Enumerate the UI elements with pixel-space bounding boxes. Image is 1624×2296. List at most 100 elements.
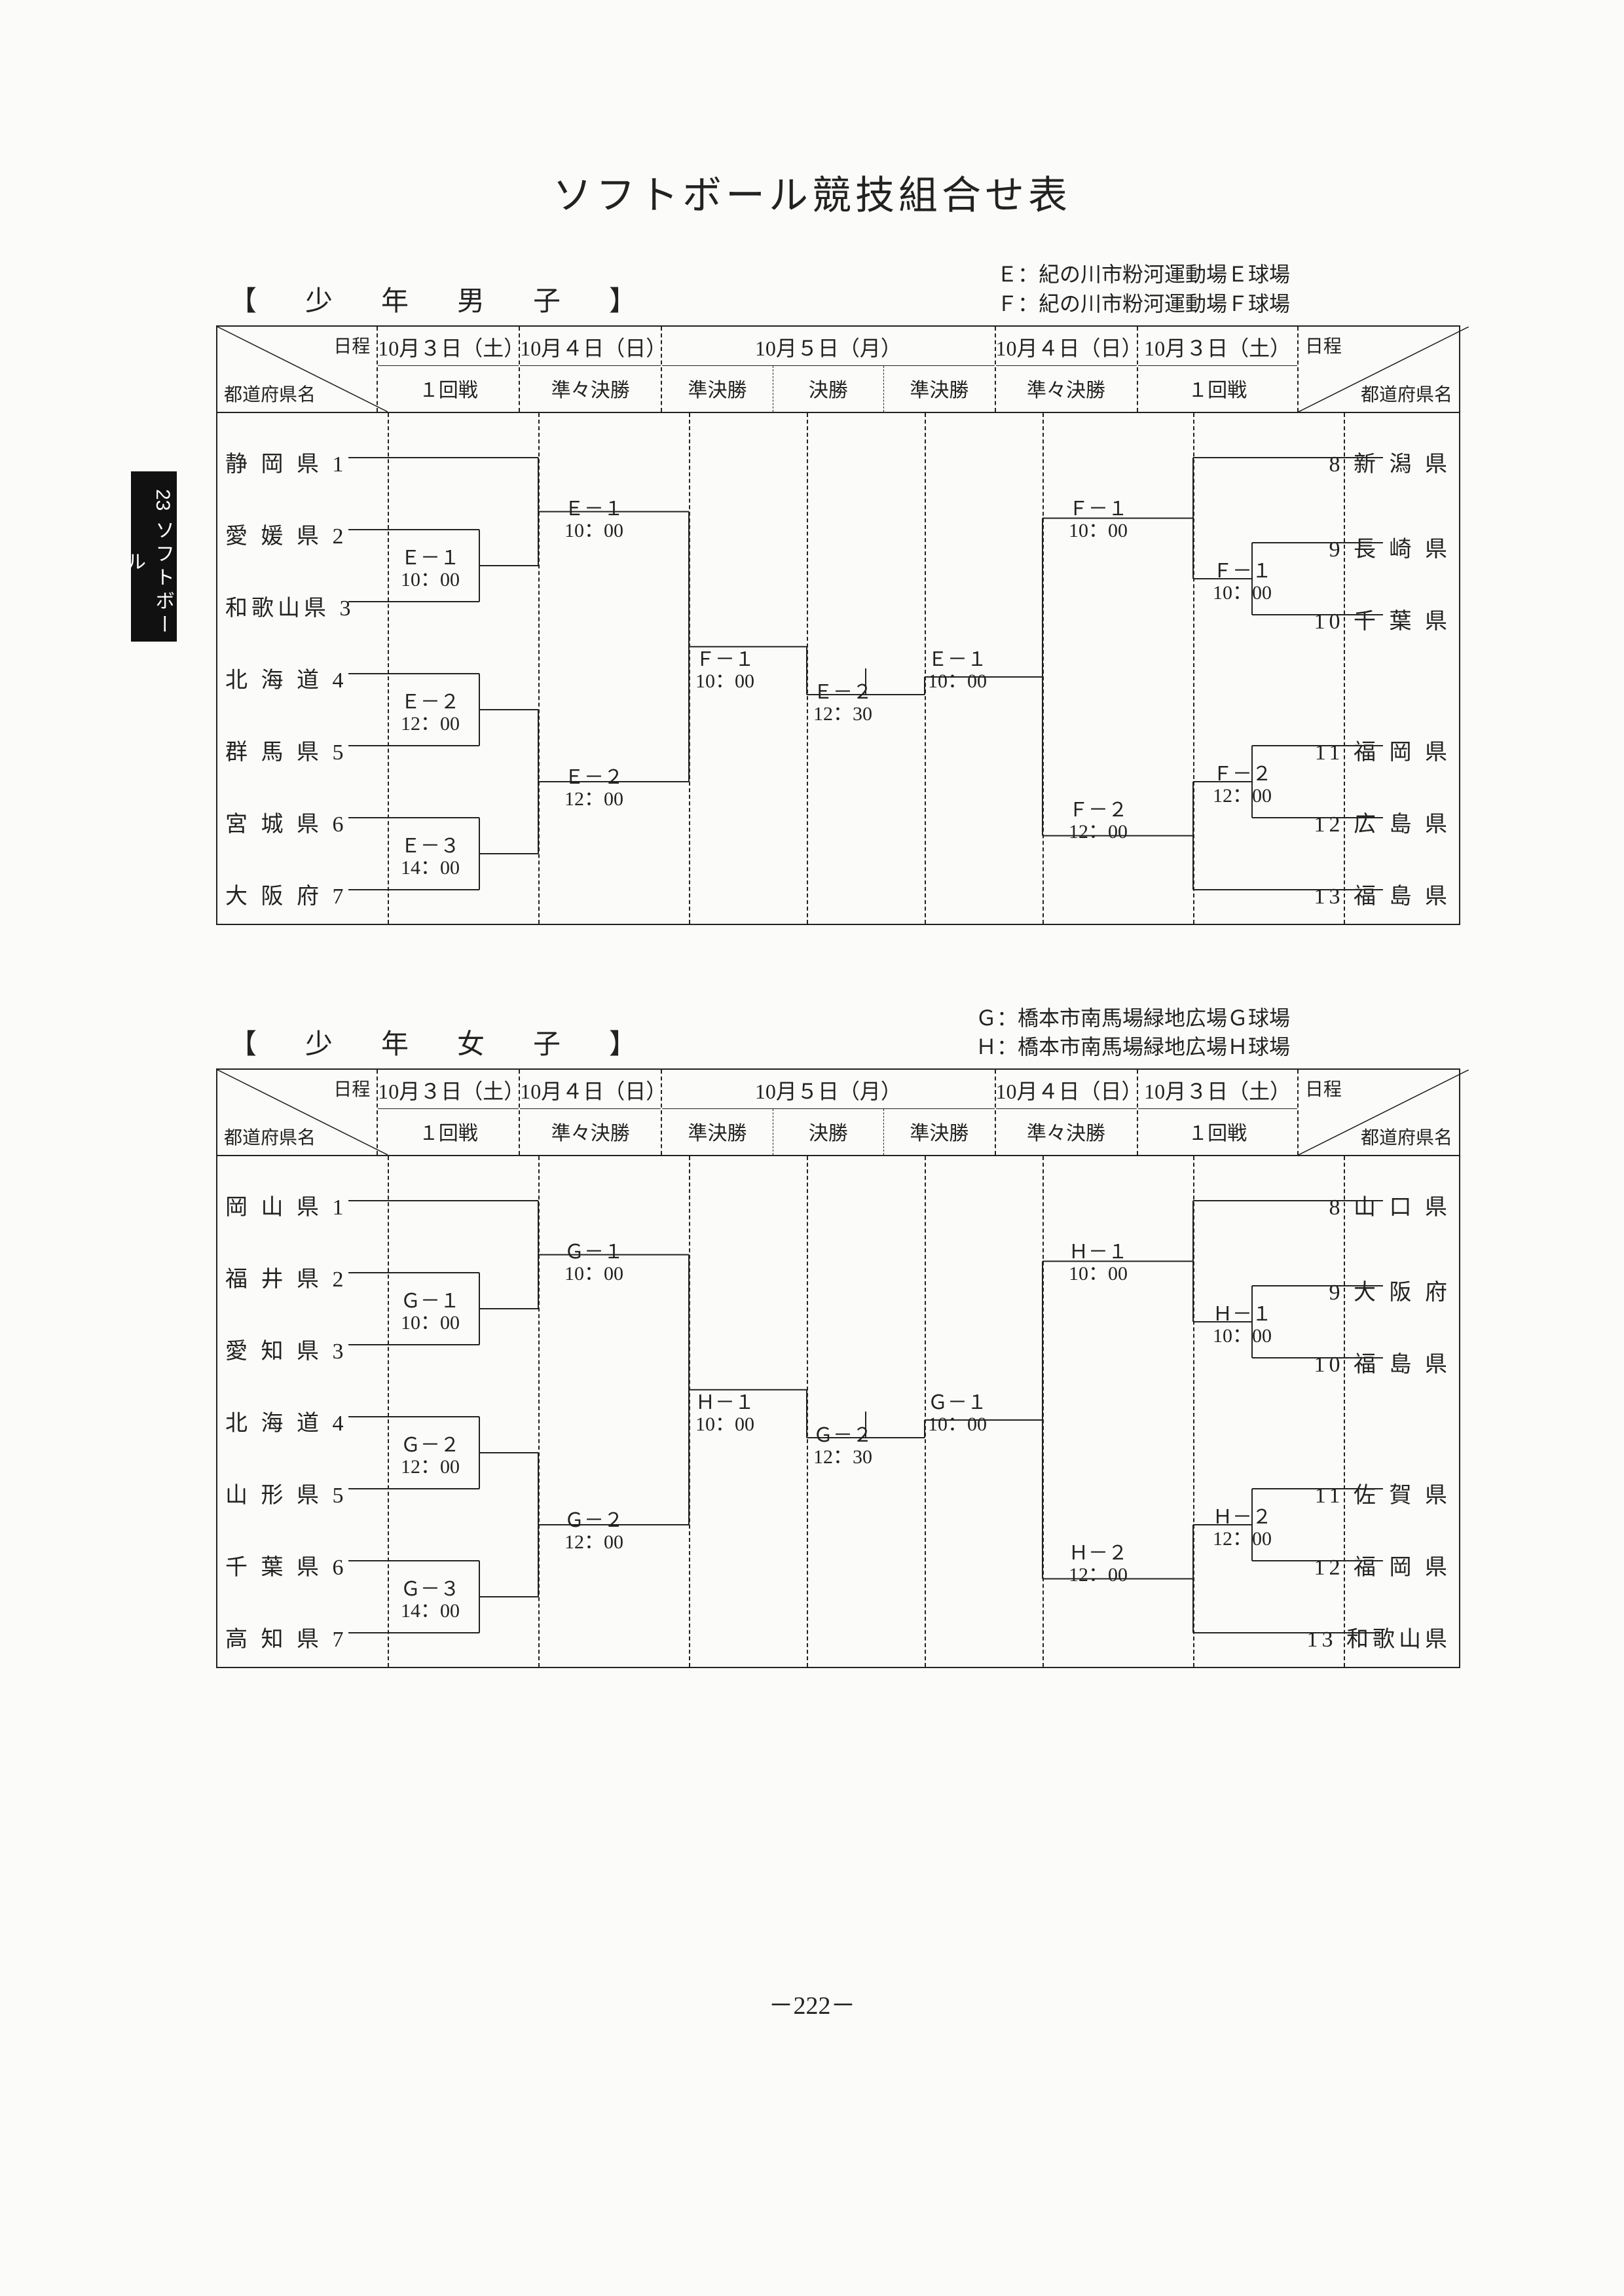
page: 23 ソフトボール ソフトボール競技組合せ表 【 少 年 男 子 】Ｅ：紀の川市… [0,0,1624,2296]
team-right: 9 大 阪 府 [1329,1274,1452,1306]
bracket-area: 静 岡 県 1愛 媛 県 2和歌山県 3北 海 道 4群 馬 県 5宮 城 県 … [217,413,1459,924]
date-label: 10月３日（土） [378,327,519,366]
round-label: １回戦 [1138,1109,1297,1146]
round-label: 準々決勝 [996,1109,1137,1146]
match-label: Ｅ－２12：00 [401,691,460,735]
match-label: Ｆ－２12：00 [1069,799,1128,843]
bracket-heading: 【 少 年 男 子 】 [229,279,647,319]
corner-bottom-label: 都道府県名 [224,1123,316,1150]
page-title: ソフトボール競技組合せ表 [0,164,1624,221]
date-column: 10月３日（土）１回戦 [1138,1070,1299,1155]
team-right: 8 山 口 県 [1329,1189,1452,1221]
round-label: 準々決勝 [520,1109,661,1146]
date-label: 10月４日（日） [996,1070,1137,1109]
team-left: 山 形 県 5 [225,1477,348,1509]
team-right: 13 福 島 県 [1314,878,1452,910]
team-left: 静 岡 県 1 [225,446,348,478]
venue: Ｈ：橋本市南馬場緑地広場Ｈ球場 [976,1032,1290,1062]
date-column: 10月５日（月）準決勝決勝準決勝 [662,327,995,412]
column-headers: 日程都道府県名10月３日（土）１回戦10月４日（日）準々決勝10月５日（月）準決… [217,327,1459,413]
bracket-block: 【 少 年 女 子 】 Ｇ：橋本市南馬場緑地広場Ｇ球場Ｈ：橋本市南馬場緑地広場Ｈ球… [216,1004,1460,1669]
round-label: 準決勝 [884,366,994,412]
match-label: Ｆ－１10：00 [695,649,754,692]
final-label: Ｅ－２12：30 [813,682,872,725]
date-column: 10月４日（日）準々決勝 [520,1070,662,1155]
team-right: 11 佐 賀 県 [1315,1477,1451,1509]
date-column: 10月４日（日）準々決勝 [520,327,662,412]
corner-bottom-label: 都道府県名 [224,380,316,407]
venue-list: Ｇ：橋本市南馬場緑地広場Ｇ球場Ｈ：橋本市南馬場緑地広場Ｈ球場 [976,1004,1290,1063]
team-left: 福 井 県 2 [225,1261,348,1293]
match-label: Ｇ－２12：00 [401,1434,460,1478]
team-left: 高 知 県 7 [225,1621,348,1653]
bracket-area: 岡 山 県 1 福 井 県 2 愛 知 県 3 北 海 道 4 山 形 県 5 千 葉 県… [217,1156,1459,1667]
team-left: 愛 媛 県 2 [225,518,348,550]
match-label: Ｈ－２12：00 [1213,1506,1272,1550]
match-label: Ｈ－２12：00 [1069,1542,1128,1586]
match-label: Ｅ－３14：00 [401,835,460,879]
date-column: 10月５日（月）準決勝決勝準決勝 [662,1070,995,1155]
round-label: 準々決勝 [996,366,1137,403]
team-left: 愛 知 県 3 [225,1333,348,1365]
match-label: Ｇ－１10：00 [564,1241,623,1285]
date-column: 10月３日（土）１回戦 [1138,327,1299,412]
date-column: 10月３日（土）１回戦 [378,327,520,412]
date-label: 10月４日（日） [520,327,661,366]
round-label: 決勝 [773,1109,884,1155]
corner-bottom-label: 都道府県名 [1361,1123,1452,1150]
date-label: 10月３日（土） [378,1070,519,1109]
match-label: Ｅ－１10：00 [401,547,460,591]
team-right: 8 新 潟 県 [1329,446,1452,478]
match-label: Ｇ－１10：00 [401,1290,460,1334]
corner-top-label: 日程 [1305,1075,1342,1101]
corner-cell: 日程都道府県名 [1299,1070,1459,1155]
match-label: Ｈ－１10：00 [1069,1241,1128,1285]
bracket-heading: 【 少 年 女 子 】 [229,1022,647,1062]
final-label: Ｇ－２12：30 [813,1425,872,1468]
team-right: 12 広 島 県 [1314,806,1452,838]
corner-top-label: 日程 [333,332,370,358]
date-label: 10月４日（日） [520,1070,661,1109]
date-column: 10月３日（土）１回戦 [378,1070,520,1155]
match-label: Ｈ－１10：00 [1213,1303,1272,1347]
match-label: Ｅ－１10：00 [564,498,623,541]
team-right: 13 和歌山県 [1307,1621,1452,1653]
date-column: 10月４日（日）準々決勝 [996,1070,1138,1155]
match-label: Ｇ－３14：00 [401,1578,460,1622]
date-label: 10月５日（月） [662,327,994,366]
venue: Ｇ：橋本市南馬場緑地広場Ｇ球場 [976,1004,1290,1033]
corner-top-label: 日程 [333,1075,370,1101]
team-left: 群 馬 県 5 [225,734,348,766]
team-right: 11 福 岡 県 [1315,734,1451,766]
bracket-block: 【 少 年 男 子 】Ｅ：紀の川市粉河運動場Ｅ球場Ｆ：紀の川市粉河運動場Ｆ球場日… [216,260,1460,925]
team-left: 岡 山 県 1 [225,1189,348,1221]
match-label: Ｇ－２12：00 [564,1510,623,1553]
venue: Ｅ：紀の川市粉河運動場Ｅ球場 [997,260,1290,289]
team-left: 北 海 道 4 [225,662,348,694]
team-left: 北 海 道 4 [225,1405,348,1437]
team-right: 12 福 岡 県 [1314,1549,1452,1581]
round-label: １回戦 [1138,366,1297,403]
date-column: 10月４日（日）準々決勝 [996,327,1138,412]
date-label: 10月３日（土） [1138,327,1297,366]
venue: Ｆ：紀の川市粉河運動場Ｆ球場 [997,289,1290,319]
team-left: 千 葉 県 6 [225,1549,348,1581]
corner-bottom-label: 都道府県名 [1361,380,1452,407]
team-left: 和歌山県 3 [225,590,355,622]
date-label: 10月３日（土） [1138,1070,1297,1109]
team-left: 大 阪 府 7 [225,878,348,910]
date-label: 10月４日（日） [996,327,1137,366]
bracket-frame: 日程都道府県名10月３日（土）１回戦10月４日（日）準々決勝10月５日（月）準決… [216,325,1460,925]
corner-top-label: 日程 [1305,332,1342,358]
corner-cell: 日程都道府県名 [217,327,378,412]
round-label: 準決勝 [662,366,773,412]
round-label: 決勝 [773,366,884,412]
match-label: Ｅ－１10：00 [928,649,987,692]
match-label: Ｅ－２12：00 [564,767,623,810]
match-label: Ｇ－１10：00 [928,1392,987,1435]
round-label: １回戦 [378,1109,519,1146]
bracket-frame: 日程都道府県名10月３日（土）１回戦10月４日（日）準々決勝10月５日（月）準決… [216,1068,1460,1668]
round-label: 準々決勝 [520,366,661,403]
match-label: Ｆ－２12：00 [1213,763,1272,807]
team-right: 10 福 島 県 [1314,1346,1452,1378]
